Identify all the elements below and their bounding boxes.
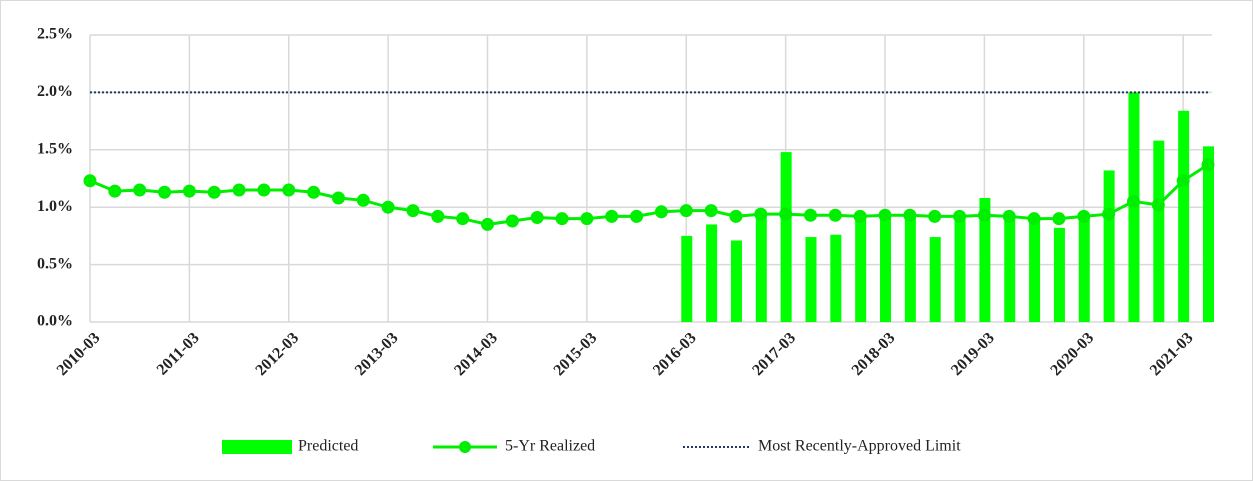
line-marker — [953, 209, 967, 223]
line-marker — [530, 211, 544, 225]
bar — [830, 234, 842, 322]
bar — [1153, 140, 1165, 322]
legend-label: 5-Yr Realized — [505, 438, 595, 455]
bar — [1029, 218, 1041, 322]
line-marker — [928, 209, 942, 223]
bar — [1203, 146, 1214, 322]
line — [89, 163, 1209, 226]
bar — [805, 237, 817, 322]
bar — [855, 216, 867, 322]
bar — [880, 215, 892, 322]
line-marker — [406, 204, 420, 218]
line-marker — [605, 209, 619, 223]
line-marker — [679, 204, 693, 218]
line-marker — [1151, 198, 1165, 212]
line-marker — [828, 208, 842, 222]
legend-swatch — [459, 441, 471, 453]
line-marker — [803, 208, 817, 222]
line-marker — [1077, 209, 1091, 223]
line-marker — [1052, 212, 1066, 226]
line-marker — [729, 209, 743, 223]
line-marker — [505, 214, 519, 228]
line-marker — [331, 191, 345, 205]
y-tick-label: 0.0% — [37, 313, 73, 330]
line-marker — [1126, 194, 1140, 208]
line-marker — [356, 193, 370, 207]
line-marker — [580, 212, 594, 226]
line-marker — [232, 183, 246, 197]
bar — [706, 224, 718, 322]
line-marker — [878, 208, 892, 222]
line-marker — [1176, 174, 1190, 188]
line-marker — [381, 200, 395, 214]
line-marker — [1027, 212, 1041, 226]
y-tick-label: 2.0% — [37, 83, 73, 100]
line-marker — [481, 217, 495, 231]
bar — [1053, 227, 1065, 322]
line-marker — [853, 209, 867, 223]
y-tick-label: 1.0% — [37, 198, 73, 215]
y-tick-label: 0.5% — [37, 255, 73, 272]
line-marker — [1002, 209, 1016, 223]
line-marker — [133, 183, 147, 197]
line-marker — [630, 209, 644, 223]
line-marker — [1201, 158, 1215, 172]
legend-label: Predicted — [298, 438, 358, 455]
line-marker — [282, 183, 296, 197]
legend-swatch — [222, 440, 292, 454]
legend: Predicted 5-Yr Realized Most Recently-Ap… — [222, 438, 961, 455]
bar — [730, 240, 742, 322]
line-marker — [555, 212, 569, 226]
bar — [1078, 216, 1090, 322]
line-marker — [903, 208, 917, 222]
bar — [780, 152, 792, 322]
y-tick-label: 2.5% — [37, 26, 73, 43]
bar — [1103, 170, 1115, 322]
line-marker — [754, 207, 768, 221]
line-marker — [83, 174, 97, 188]
bar — [1004, 216, 1016, 322]
line-marker — [431, 209, 445, 223]
bar — [929, 237, 941, 322]
line-marker — [654, 205, 668, 219]
line-marker — [779, 207, 793, 221]
bar — [954, 216, 966, 322]
line-marker — [257, 183, 271, 197]
line-marker — [108, 184, 122, 198]
line-marker — [977, 208, 991, 222]
line-marker — [456, 212, 470, 226]
line-marker — [1102, 207, 1116, 221]
line-marker — [704, 204, 718, 218]
line-marker — [307, 185, 321, 199]
legend-label: Most Recently-Approved Limit — [758, 438, 961, 455]
line-marker — [158, 185, 172, 199]
bar — [755, 212, 767, 322]
line-marker — [207, 185, 221, 199]
y-tick-label: 1.5% — [37, 140, 73, 157]
bar — [979, 198, 991, 322]
bar — [681, 235, 693, 322]
line-marker — [182, 184, 196, 198]
bar — [1178, 110, 1190, 322]
bar — [904, 215, 916, 322]
